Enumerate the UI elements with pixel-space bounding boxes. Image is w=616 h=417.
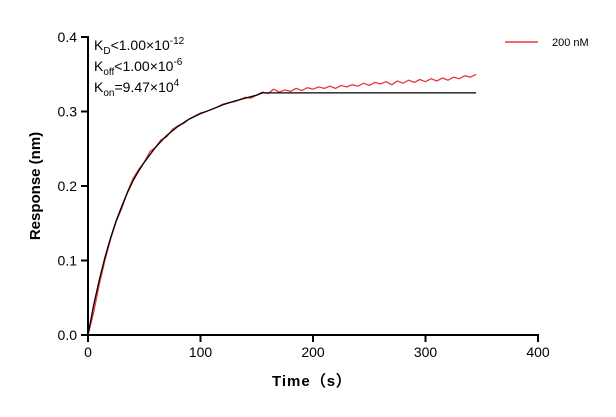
y-axis-label: Response (nm) xyxy=(27,132,44,240)
annotation-line: Koff<1.00×10-6 xyxy=(94,57,183,78)
x-tick-label: 0 xyxy=(84,344,92,360)
axes: 0 100 200 300 400 0.0 0.1 0.2 0.3 0.4 xyxy=(58,29,550,360)
y-tick-label: 0.3 xyxy=(58,104,78,120)
plot-area xyxy=(87,73,477,336)
x-tick-label: 300 xyxy=(414,344,438,360)
fit-curve xyxy=(87,92,477,336)
y-tick-label: 0.4 xyxy=(58,29,78,45)
x-tick-label: 100 xyxy=(189,344,213,360)
series-line-200nM xyxy=(87,73,477,336)
annotation-line: KD<1.00×10-12 xyxy=(94,36,185,57)
y-tick-label: 0.1 xyxy=(58,253,78,269)
annotation-line: Kon=9.47×104 xyxy=(94,78,180,99)
y-tick-label: 0.2 xyxy=(58,178,78,194)
legend-label-200nM: 200 nM xyxy=(552,37,589,49)
y-tick-label: 0.0 xyxy=(58,327,78,343)
x-axis-label: Time（s） xyxy=(272,372,352,390)
legend: 200 nM xyxy=(505,37,589,49)
x-tick-label: 400 xyxy=(526,344,550,360)
x-tick-label: 200 xyxy=(301,344,325,360)
